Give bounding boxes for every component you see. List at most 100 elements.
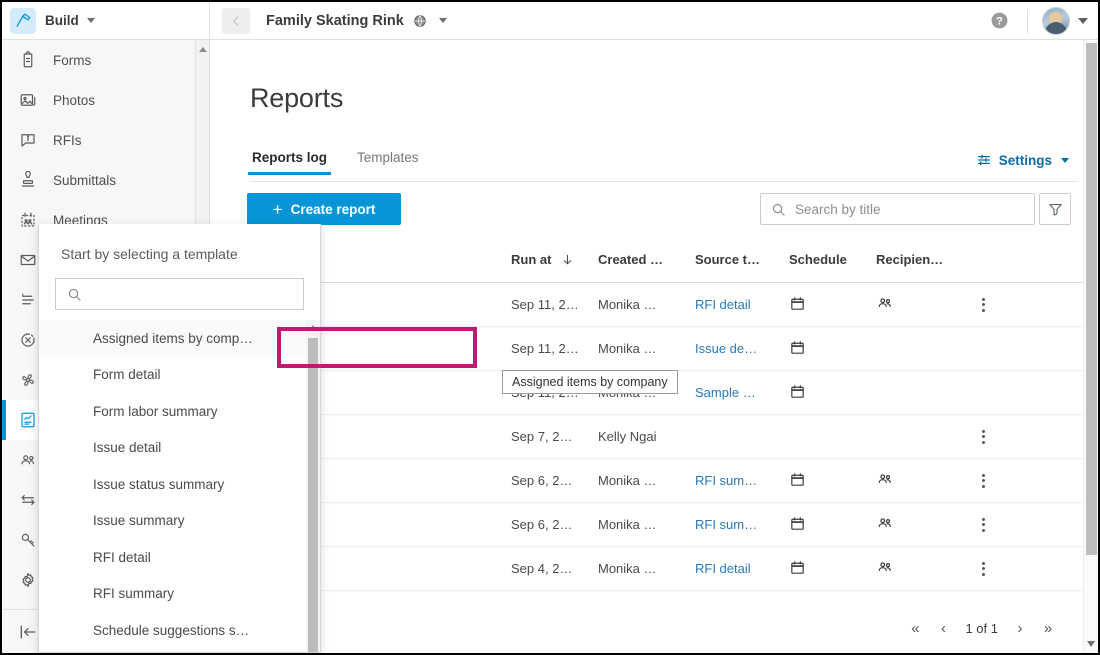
column-header-run-at-label: Run at	[511, 252, 552, 267]
avatar[interactable]	[1042, 6, 1070, 35]
avatar-chevron-down-icon[interactable]	[1078, 17, 1088, 24]
cell-source-type[interactable]: Issue de…	[695, 341, 758, 356]
column-header-run-at[interactable]: Run at	[511, 252, 598, 267]
template-item-form-labor-summary[interactable]: Form labor summary	[93, 403, 218, 419]
template-search-field[interactable]	[55, 278, 304, 310]
column-header-schedule[interactable]: Schedule	[789, 252, 847, 267]
scroll-up-arrow-icon[interactable]	[309, 325, 317, 330]
kebab-menu-icon[interactable]	[981, 473, 985, 488]
cell-recipients[interactable]	[876, 558, 964, 579]
cell-recipients[interactable]	[876, 470, 964, 491]
calendar-people-icon	[16, 208, 40, 232]
template-item-form-detail[interactable]: Form detail	[93, 367, 161, 383]
sidebar-item-meetings[interactable]: Meetings	[2, 200, 209, 240]
back-arrow-icon[interactable]	[222, 7, 250, 34]
column-header-source-type[interactable]: Source t…	[695, 252, 761, 267]
tab-templates[interactable]: Templates	[357, 150, 419, 165]
sidebar-item-photos[interactable]: Photos	[2, 80, 209, 120]
filter-button[interactable]	[1039, 193, 1071, 225]
cell-schedule[interactable]	[786, 295, 876, 315]
table-row[interactable]: ail Sep 11, 2… Monika … RFI detail	[211, 283, 1084, 327]
table-row[interactable]: e… Sep 11, 2… Monika … Issue de…	[211, 327, 1084, 371]
cell-created-by: Monika …	[598, 561, 657, 576]
pagination-first-button[interactable]: «	[911, 619, 920, 637]
page-title: Reports	[250, 83, 344, 113]
cell-recipients[interactable]	[876, 294, 964, 315]
app-switcher[interactable]: Build	[2, 2, 210, 39]
pagination-prev-button[interactable]: ‹	[940, 619, 946, 637]
cell-actions[interactable]	[964, 297, 1002, 312]
sidebar-item-submittals[interactable]: Submittals	[2, 160, 209, 200]
globe-icon	[413, 14, 427, 28]
sliders-icon	[976, 152, 992, 168]
cell-schedule[interactable]	[786, 383, 876, 403]
cell-schedule[interactable]	[786, 471, 876, 491]
pagination-last-button[interactable]: »	[1043, 619, 1053, 637]
settings-button[interactable]: Settings	[976, 152, 1069, 168]
search-input[interactable]	[795, 201, 1034, 217]
cell-actions[interactable]	[964, 517, 1002, 532]
template-item-rfi-summary[interactable]: RFI summary	[93, 586, 174, 602]
kebab-menu-icon[interactable]	[981, 297, 985, 312]
help-circle-icon[interactable]: ?	[990, 11, 1009, 30]
page-scrollbar-thumb[interactable]	[1086, 43, 1097, 555]
kebab-menu-icon[interactable]	[981, 517, 985, 532]
scroll-up-arrow-icon[interactable]	[199, 47, 207, 52]
project-chevron-down-icon[interactable]	[438, 18, 447, 23]
photo-icon	[16, 88, 40, 112]
template-item-schedule-suggestions-summary[interactable]: Schedule suggestions s…	[93, 622, 250, 638]
clipboard-icon	[16, 48, 40, 72]
cell-run-at: Sep 6, 2…	[511, 517, 573, 532]
cell-source-type[interactable]: Sample …	[695, 385, 756, 400]
template-item-issue-detail[interactable]: Issue detail	[93, 440, 162, 456]
scroll-down-arrow-icon[interactable]	[1087, 641, 1095, 647]
tab-reports-log[interactable]: Reports log	[247, 150, 332, 175]
table-row[interactable]: ail Sep 4, 2… Monika … RFI detail	[211, 547, 1084, 591]
cell-schedule[interactable]	[786, 515, 876, 535]
cell-actions[interactable]	[964, 561, 1002, 576]
table-row[interactable]: … Sep 6, 2… Monika … RFI sum…	[211, 503, 1084, 547]
table-row[interactable]: … Sep 7, 2… Kelly Ngai	[211, 415, 1084, 459]
cell-created-by: Kelly Ngai	[598, 429, 657, 444]
cell-run-at: Sep 11, 2…	[511, 341, 579, 356]
cell-recipients[interactable]	[876, 514, 964, 535]
kebab-menu-icon[interactable]	[981, 429, 985, 444]
table-row[interactable]: … Sep 6, 2… Monika … RFI sum…	[211, 459, 1084, 503]
cell-source-type[interactable]: RFI detail	[695, 561, 751, 576]
cell-actions[interactable]	[964, 429, 1002, 444]
column-header-recipients[interactable]: Recipien…	[876, 252, 944, 267]
search-icon	[67, 287, 82, 302]
sidebar-item-label: RFIs	[53, 132, 82, 148]
create-report-button[interactable]: + Create report	[247, 193, 401, 225]
cell-source-type[interactable]: RFI sum…	[695, 517, 758, 532]
template-item-rfi-detail[interactable]: RFI detail	[93, 549, 151, 565]
sidebar-item-rfis[interactable]: RFIs	[2, 120, 209, 160]
people-icon	[878, 518, 891, 527]
pagination-page-label: 1 of 1	[965, 620, 998, 636]
cell-actions[interactable]	[964, 473, 1002, 488]
template-item-issue-status-summary[interactable]: Issue status summary	[93, 476, 225, 492]
sidebar-item-forms[interactable]: Forms	[2, 40, 209, 80]
template-picker-heading: Start by selecting a template	[61, 246, 238, 262]
search-field[interactable]	[760, 193, 1035, 225]
kebab-menu-icon[interactable]	[981, 561, 985, 576]
cell-schedule[interactable]	[786, 559, 876, 579]
template-item-assigned-items-by-company[interactable]: Assigned items by comp…	[39, 320, 320, 357]
chevron-down-icon[interactable]	[86, 18, 95, 23]
cell-schedule[interactable]	[786, 339, 876, 359]
column-header-created-by[interactable]: Created …	[598, 252, 664, 267]
template-item-issue-summary[interactable]: Issue summary	[93, 513, 185, 529]
template-list: Assigned items by comp… Form detail Form…	[39, 320, 320, 652]
stamp-icon	[16, 168, 40, 192]
page-scrollbar[interactable]	[1083, 40, 1098, 653]
workplan-icon	[16, 328, 40, 352]
cell-source-type[interactable]: RFI detail	[695, 297, 751, 312]
pagination-next-button[interactable]: ›	[1017, 619, 1023, 637]
template-list-scrollbar-thumb[interactable]	[308, 338, 318, 652]
cell-source-type[interactable]: RFI sum…	[695, 473, 758, 488]
topbar-divider	[1027, 8, 1028, 33]
cell-created-by: Monika …	[598, 341, 657, 356]
template-list-scrollbar[interactable]	[306, 320, 320, 652]
template-search-input[interactable]	[91, 286, 303, 302]
